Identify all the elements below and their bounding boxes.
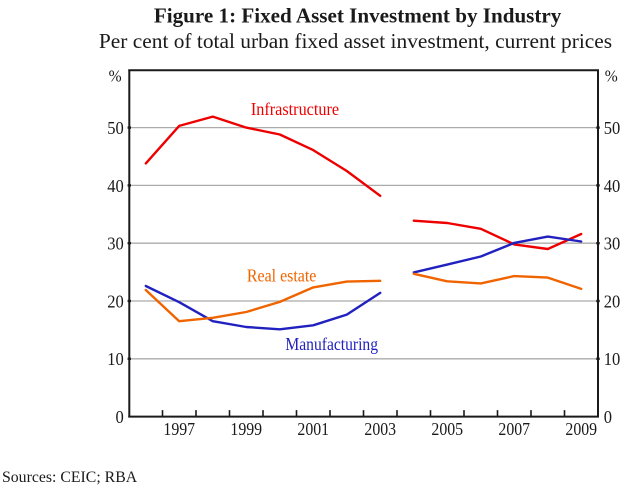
svg-text:Sources: CEIC; RBA: Sources: CEIC; RBA [2,469,138,486]
svg-text:0: 0 [116,407,124,427]
svg-text:30: 30 [604,234,621,254]
svg-text:2009: 2009 [565,419,597,439]
svg-text:50: 50 [604,118,621,138]
svg-text:50: 50 [107,118,124,138]
svg-text:10: 10 [604,350,621,370]
svg-text:2003: 2003 [364,419,396,439]
svg-text:2007: 2007 [498,419,530,439]
svg-text:Manufacturing: Manufacturing [285,334,378,355]
svg-text:2001: 2001 [297,419,329,439]
svg-text:40: 40 [604,176,621,196]
svg-text:10: 10 [107,350,124,370]
svg-text:Real estate: Real estate [247,266,317,286]
svg-text:40: 40 [107,176,124,196]
svg-text:20: 20 [604,292,621,312]
svg-text:1999: 1999 [230,419,262,439]
svg-text:Infrastructure: Infrastructure [251,99,339,119]
svg-text:0: 0 [604,407,612,427]
svg-text:%: % [109,68,122,85]
svg-text:20: 20 [107,292,124,312]
svg-text:30: 30 [107,234,124,254]
svg-text:%: % [605,68,618,85]
svg-text:2005: 2005 [431,419,463,439]
svg-text:Figure 1: Fixed Asset Investme: Figure 1: Fixed Asset Investment by Indu… [154,4,562,28]
svg-text:Per cent of total urban fixed: Per cent of total urban fixed asset inve… [99,29,612,53]
svg-text:1997: 1997 [163,419,195,439]
